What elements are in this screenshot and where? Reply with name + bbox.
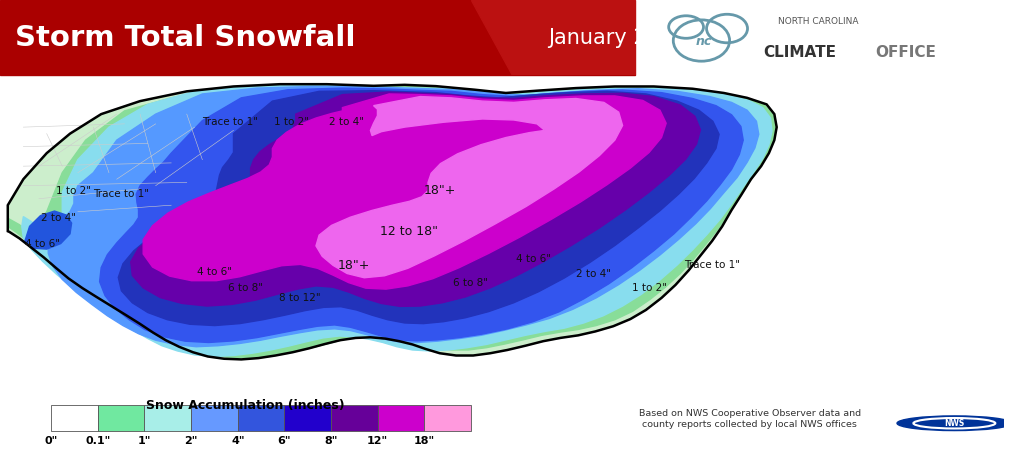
Text: 0.1": 0.1": [85, 436, 111, 446]
Text: 4 to 6": 4 to 6": [197, 267, 231, 277]
Text: 12": 12": [368, 436, 388, 446]
Text: 18"+: 18"+: [338, 259, 371, 272]
Text: Trace to 1": Trace to 1": [202, 117, 258, 127]
Polygon shape: [8, 84, 776, 359]
Bar: [378, 405, 424, 430]
Text: 1": 1": [138, 436, 152, 446]
Text: Storm Total Snowfall: Storm Total Snowfall: [15, 24, 356, 51]
Polygon shape: [471, 0, 635, 75]
Text: NWS: NWS: [944, 419, 965, 428]
Text: 6 to 8": 6 to 8": [454, 278, 488, 288]
Text: Trace to 1": Trace to 1": [92, 189, 148, 199]
Text: 12 to 18": 12 to 18": [380, 225, 437, 238]
Polygon shape: [22, 86, 772, 356]
Text: 1 to 2": 1 to 2": [56, 186, 91, 196]
Bar: [424, 405, 471, 430]
Text: 2 to 4": 2 to 4": [575, 268, 610, 278]
Bar: [144, 405, 191, 430]
Text: January 24-26, 2000: January 24-26, 2000: [548, 28, 760, 47]
Text: 6": 6": [278, 436, 291, 446]
Text: 6 to 8": 6 to 8": [227, 283, 262, 293]
Bar: [191, 405, 238, 430]
Text: 18"+: 18"+: [424, 184, 456, 197]
Text: Snow Accumulation (inches): Snow Accumulation (inches): [146, 399, 345, 412]
Text: 4 to 6": 4 to 6": [516, 254, 551, 264]
Text: CLIMATE: CLIMATE: [763, 45, 836, 60]
Text: 2 to 4": 2 to 4": [329, 117, 364, 127]
Polygon shape: [8, 84, 776, 359]
Text: 8 to 12": 8 to 12": [279, 293, 321, 303]
Polygon shape: [8, 85, 775, 358]
Bar: [98, 405, 144, 430]
Text: 1 to 2": 1 to 2": [633, 283, 668, 293]
Text: Based on NWS Cooperative Observer data and
county reports collected by local NWS: Based on NWS Cooperative Observer data a…: [639, 410, 860, 429]
Bar: [51, 405, 98, 430]
Polygon shape: [131, 92, 700, 306]
Polygon shape: [119, 91, 719, 326]
Polygon shape: [316, 96, 623, 278]
Polygon shape: [99, 88, 743, 343]
Bar: [238, 405, 285, 430]
Polygon shape: [143, 94, 667, 289]
Text: nc: nc: [695, 35, 712, 48]
Bar: [635, 0, 1024, 75]
Text: 2 to 4": 2 to 4": [41, 213, 76, 223]
Bar: [285, 405, 331, 430]
Polygon shape: [25, 211, 72, 249]
Polygon shape: [48, 86, 759, 347]
Bar: [331, 405, 378, 430]
Text: 8": 8": [325, 436, 338, 446]
Text: 4": 4": [231, 436, 245, 446]
Bar: [0, 0, 635, 75]
Text: NORTH CAROLINA: NORTH CAROLINA: [778, 16, 859, 25]
Text: 18": 18": [414, 436, 435, 446]
Circle shape: [897, 416, 1012, 430]
Text: 0": 0": [45, 436, 57, 446]
Text: 4 to 6": 4 to 6": [26, 239, 60, 249]
Text: OFFICE: OFFICE: [876, 45, 936, 60]
Text: 1 to 2": 1 to 2": [274, 117, 309, 127]
Text: Trace to 1": Trace to 1": [684, 260, 740, 270]
Text: 2": 2": [184, 436, 198, 446]
